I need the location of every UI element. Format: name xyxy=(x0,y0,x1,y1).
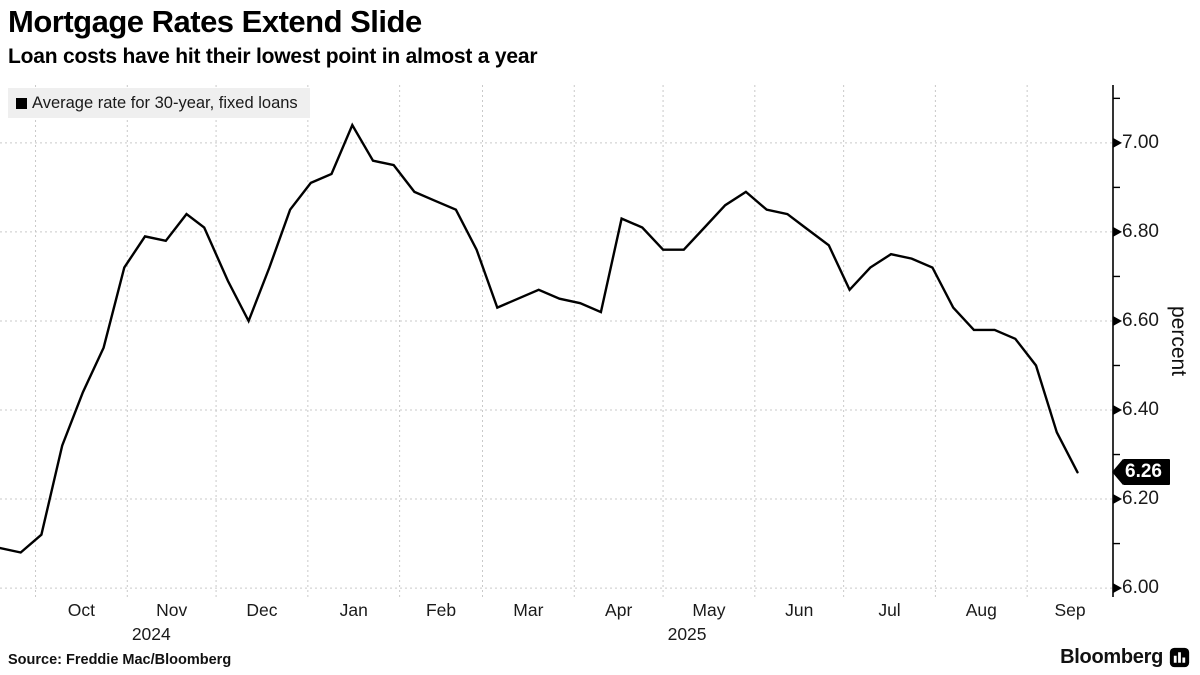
legend-label: Average rate for 30-year, fixed loans xyxy=(32,93,298,112)
major-tick-icon xyxy=(1113,315,1122,326)
badge-arrow-icon xyxy=(1112,459,1123,486)
legend: Average rate for 30-year, fixed loans xyxy=(8,88,310,118)
major-tick-icon xyxy=(1113,494,1122,505)
major-tick-icon xyxy=(1113,226,1122,237)
rate-line xyxy=(0,122,1079,554)
major-tick-icon xyxy=(1113,137,1122,148)
major-tick-icon xyxy=(1113,583,1122,594)
legend-swatch-icon xyxy=(16,97,27,109)
major-tick-icon xyxy=(1113,405,1122,416)
bloomberg-logo: Bloomberg xyxy=(1060,646,1190,669)
y-axis-title: percent xyxy=(1167,305,1190,377)
bloomberg-wordmark: Bloomberg xyxy=(1060,646,1163,668)
source-note: Source: Freddie Mac/Bloomberg xyxy=(8,652,232,668)
chart-title: Mortgage Rates Extend Slide xyxy=(8,4,422,39)
badge-value: 6.26 xyxy=(1123,459,1170,486)
last-value-badge: 6.26 xyxy=(1112,459,1170,486)
chart-subtitle: Loan costs have hit their lowest point i… xyxy=(8,45,538,68)
bloomberg-mark-icon xyxy=(1169,647,1190,668)
